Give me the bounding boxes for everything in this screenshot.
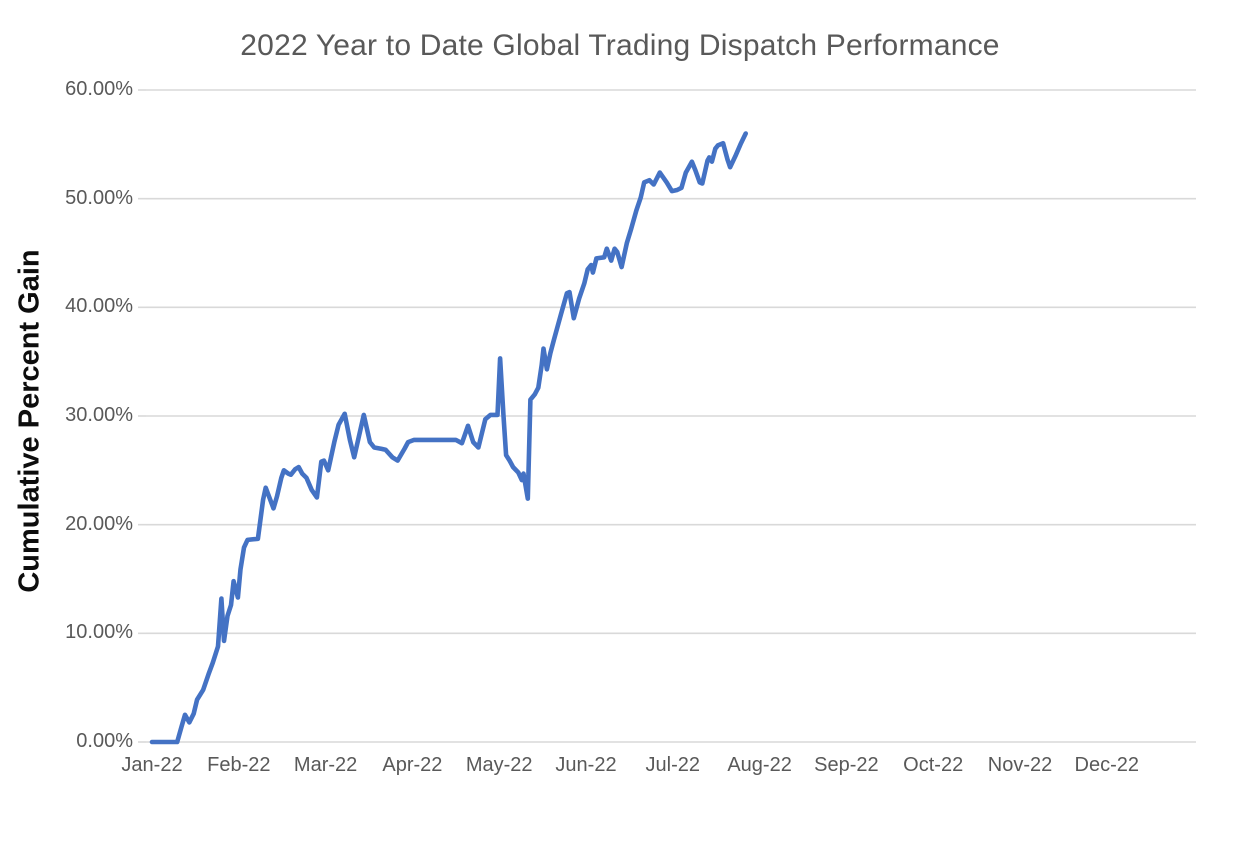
x-axis-tick-label: Apr-22 [382, 754, 443, 776]
x-axis-tick-label: Mar-22 [293, 754, 358, 776]
x-axis-tick-label: Nov-22 [987, 754, 1053, 776]
x-axis-tick-label: Oct-22 [903, 754, 964, 776]
x-axis-tick-label: Jul-22 [645, 754, 701, 776]
y-axis-tick-label: 0.00% [76, 730, 133, 752]
y-axis-tick-label: 20.00% [65, 512, 133, 535]
y-axis-tick-label: 60.00% [65, 78, 133, 100]
x-axis-tick-label: May-22 [465, 754, 533, 776]
x-axis-tick-label: Jan-22 [121, 754, 183, 776]
y-axis-tick-label: 40.00% [65, 295, 133, 318]
x-axis-tick-label: Dec-22 [1074, 754, 1140, 776]
y-axis-tick-label: 50.00% [65, 186, 133, 209]
x-axis-tick-label: Feb-22 [207, 754, 271, 776]
chart-title: 2022 Year to Date Global Trading Dispatc… [240, 29, 1000, 62]
x-axis-tick-label: Jun-22 [555, 754, 617, 776]
y-axis-tick-label: 10.00% [65, 621, 133, 644]
x-axis-tick-label: Sep-22 [814, 754, 879, 776]
y-axis-tick-label: 30.00% [65, 404, 133, 426]
x-axis-tick-label: Aug-22 [727, 754, 792, 776]
performance-line-series [149, 131, 748, 745]
